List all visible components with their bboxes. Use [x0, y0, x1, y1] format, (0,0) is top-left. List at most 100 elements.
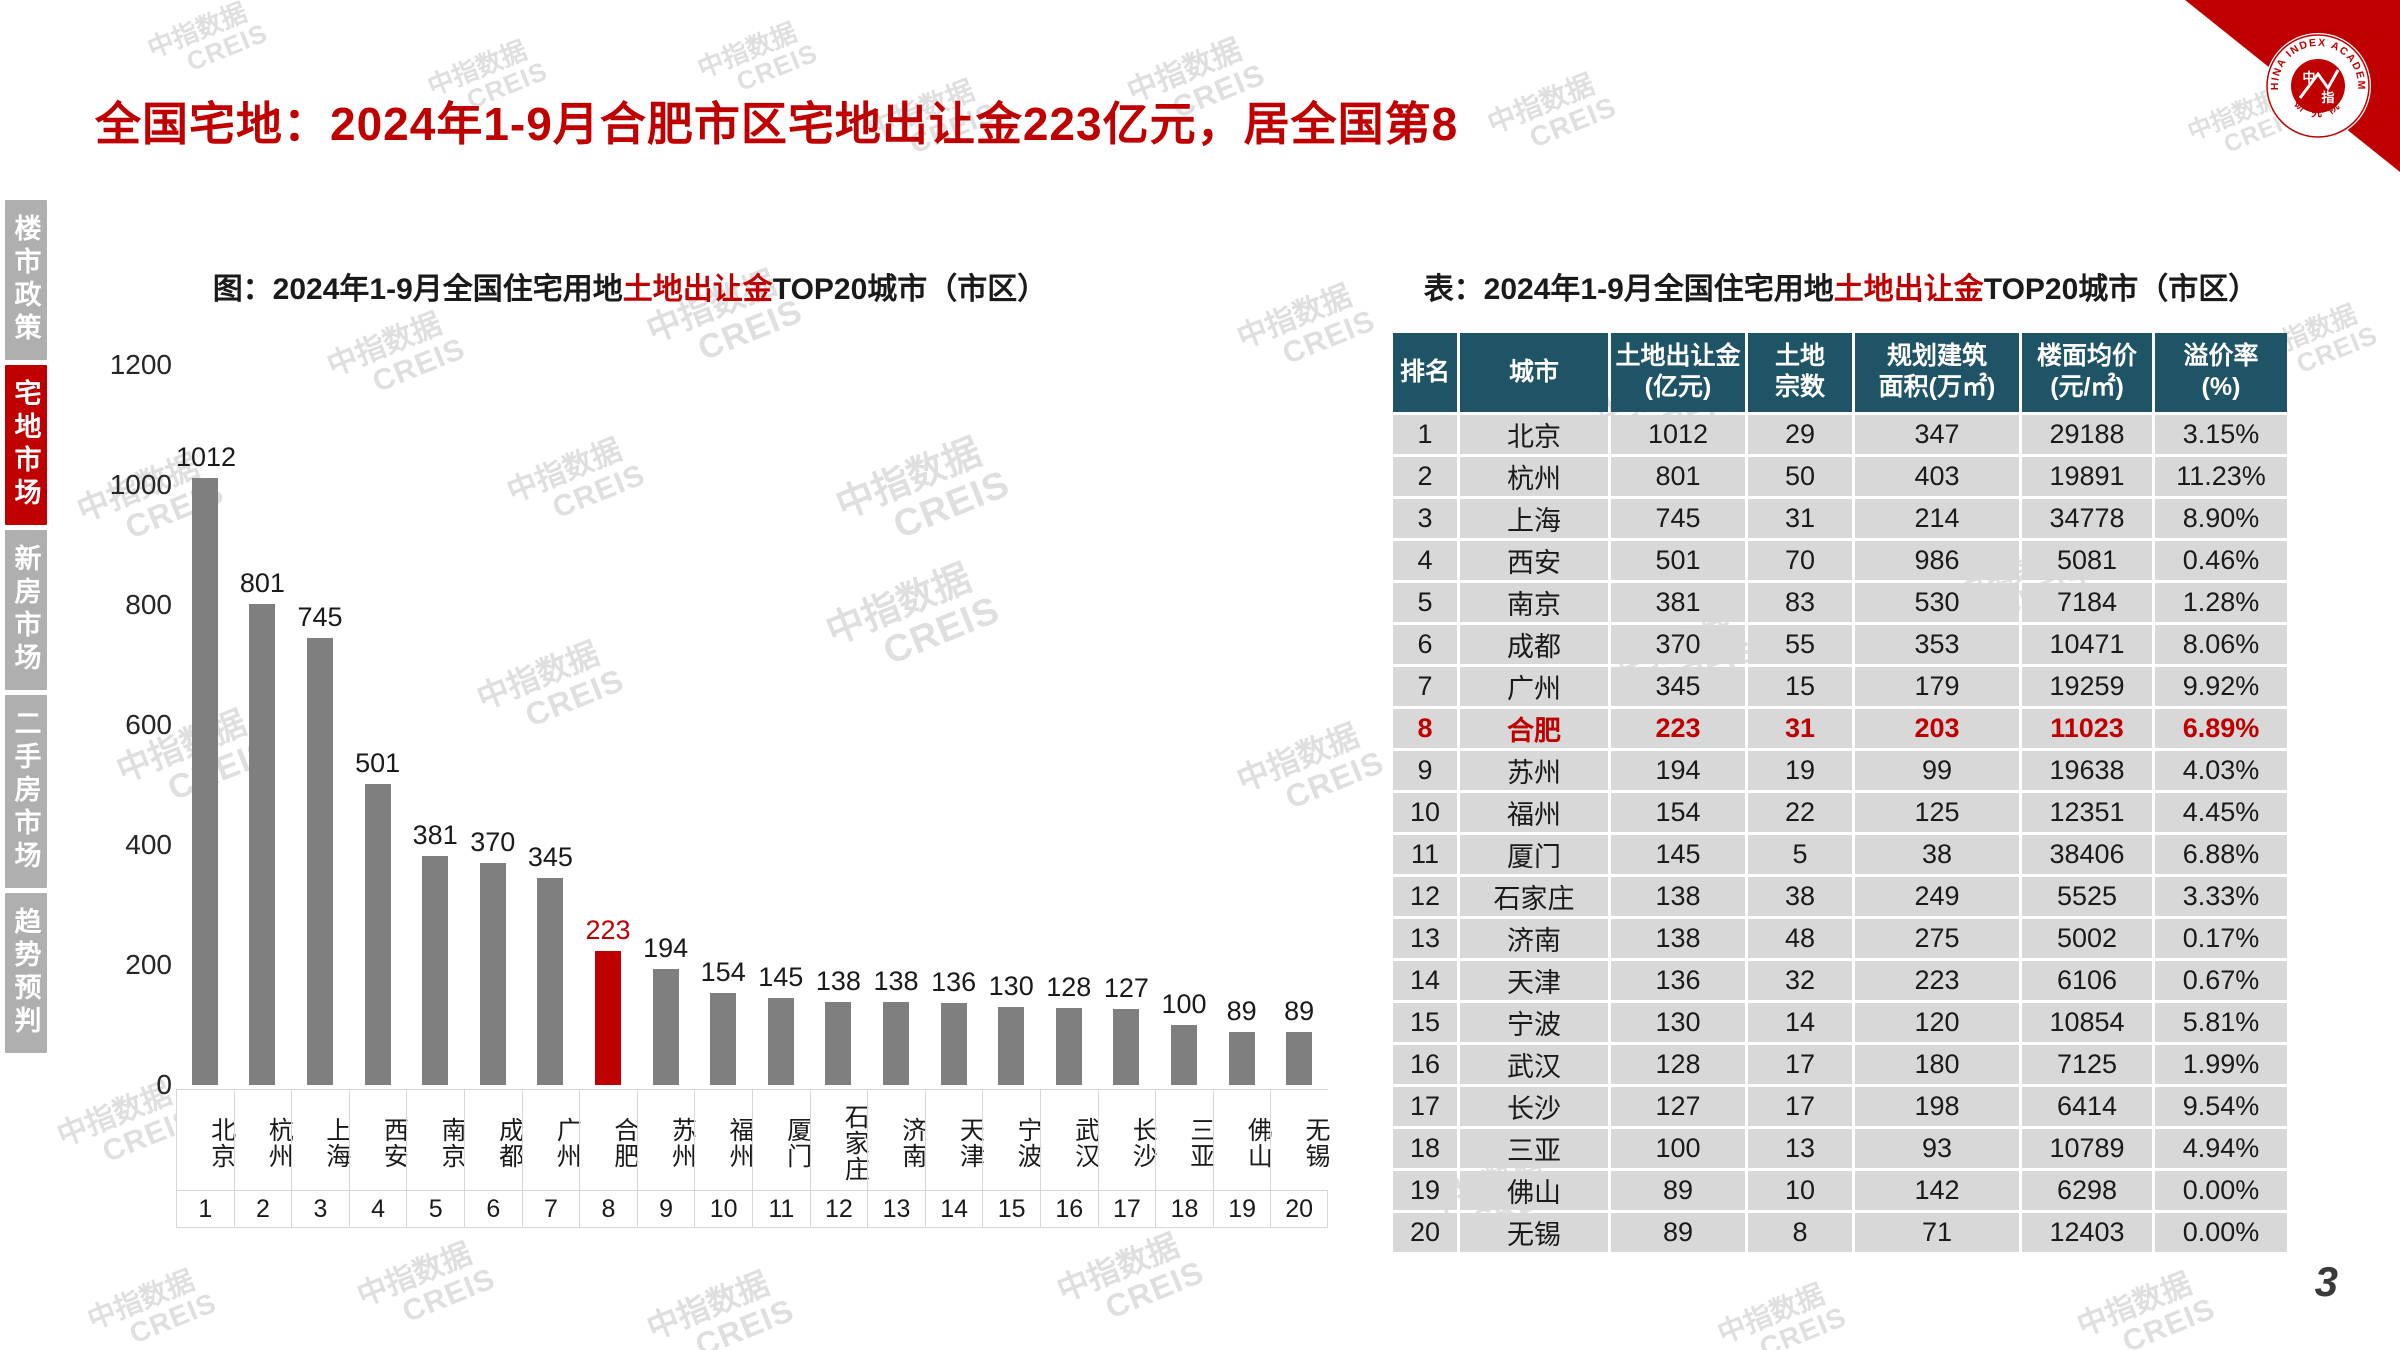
table-cell: 6.88%: [2155, 834, 2287, 874]
x-axis-city-label: 济南: [867, 1089, 927, 1191]
table-row: 14 天津 136 32 223 6106 0.67%: [1393, 960, 2287, 1000]
sidebar-tab[interactable]: 新房市场: [5, 530, 47, 690]
x-axis-city-label: 天津: [924, 1089, 984, 1191]
sidebar-tab[interactable]: 楼市政策: [5, 200, 47, 360]
x-axis-city-label: 厦门: [751, 1089, 812, 1191]
table-cell: 198: [1855, 1086, 2019, 1126]
page-title: 全国宅地：2024年1-9月合肥市区宅地出让金223亿元，居全国第8: [95, 98, 1459, 150]
table-row: 13 济南 138 48 275 5002 0.17%: [1393, 918, 2287, 958]
table-row: 5 南京 381 83 530 7184 1.28%: [1393, 582, 2287, 622]
top20-table: 排名 城市 土地出让金 (亿元) 土地 宗数 规划建筑 面积(万㎡) 楼面均价 (元/㎡)…: [1390, 330, 2290, 1255]
table-cell: 19891: [2022, 456, 2152, 496]
table-cell: 31: [1748, 498, 1852, 538]
table-cell: 34778: [2022, 498, 2152, 538]
table-row: 7 广州 345 15 179 19259 9.92%: [1393, 666, 2287, 706]
bar-武汉: [1055, 1008, 1082, 1085]
chart-y-axis: 0 200 400 600 800 1000 1200: [60, 349, 172, 1100]
table-cell: 南京: [1460, 582, 1608, 622]
table-cell: 12: [1393, 876, 1457, 916]
bar-厦门: [767, 998, 794, 1085]
sidebar-tab[interactable]: 二手房市场: [5, 695, 47, 888]
table-cell: 29: [1748, 414, 1852, 454]
bar-chart-plot: 1012 801 745 501 381 370 345 223 194 154 145 138 138…: [176, 365, 1328, 1085]
bar-value-label: 100: [1161, 989, 1207, 1019]
table-cell: 13: [1393, 918, 1457, 958]
bar-value-label: 89: [1226, 995, 1257, 1026]
table-cell: 214: [1855, 498, 2019, 538]
x-axis-city-label: 石家庄: [809, 1089, 869, 1191]
bar-佛山: [1228, 1031, 1255, 1085]
table-cell: 天津: [1460, 960, 1608, 1000]
y-axis-tick: 600: [125, 709, 172, 740]
y-axis-tick: 200: [125, 949, 172, 980]
table-cell: 1.28%: [2155, 582, 2287, 622]
x-axis-rank-label: 9: [636, 1191, 695, 1228]
chart-title-suffix: TOP20城市（市区）: [772, 273, 1048, 306]
x-axis-city-label: 苏州: [636, 1089, 696, 1191]
table-cell: 5525: [2022, 876, 2152, 916]
table-cell: 武汉: [1460, 1044, 1608, 1084]
table-cell: 6: [1393, 624, 1457, 664]
x-axis-rank-label: 2: [233, 1191, 292, 1228]
table-row: 12 石家庄 138 38 249 5525 3.33%: [1393, 876, 2287, 916]
table-cell: 合肥: [1460, 708, 1608, 748]
x-axis-city-label: 成都: [463, 1089, 524, 1191]
table-cell: 10471: [2022, 624, 2152, 664]
table-row: 8 合肥 223 31 203 11023 6.89%: [1393, 708, 2287, 748]
svg-text:指: 指: [2321, 90, 2334, 105]
x-axis-rank-label: 14: [924, 1191, 983, 1228]
x-axis-city-label: 杭州: [233, 1089, 293, 1191]
table-cell: 5081: [2022, 540, 2152, 580]
bar-value-label: 370: [470, 827, 516, 857]
bar-杭州: [249, 604, 276, 1085]
table-cell: 20: [1393, 1212, 1457, 1252]
table-cell: 70: [1748, 540, 1852, 580]
table-cell: 佛山: [1460, 1170, 1608, 1210]
table-cell: 上海: [1460, 498, 1608, 538]
table-cell: 17: [1748, 1086, 1852, 1126]
x-axis-rank-label: 8: [579, 1191, 637, 1228]
table-cell: 0.00%: [2155, 1170, 2287, 1210]
table-cell: 15: [1748, 666, 1852, 706]
table-cell: 5.81%: [2155, 1002, 2287, 1042]
table-cell: 10789: [2022, 1128, 2152, 1168]
table-row: 1 北京 1012 29 347 29188 3.15%: [1393, 414, 2287, 454]
table-cell: 89: [1611, 1170, 1745, 1210]
table-cell: 142: [1855, 1170, 2019, 1210]
table-header-cell: 规划建筑 面积(万㎡): [1855, 333, 2019, 412]
table-row: 2 杭州 801 50 403 19891 11.23%: [1393, 456, 2287, 496]
x-axis-city-label: 福州: [694, 1089, 754, 1191]
table-cell: 136: [1611, 960, 1745, 1000]
bar-value-label: 745: [297, 602, 343, 632]
chart-title-highlight: 土地出让金: [622, 273, 773, 306]
table-cell: 194: [1611, 750, 1745, 790]
table-row: 4 西安 501 70 986 5081 0.46%: [1393, 540, 2287, 580]
table-title-prefix: 表：2024年1-9月全国住宅用地: [1423, 273, 1834, 306]
table-row: 6 成都 370 55 353 10471 8.06%: [1393, 624, 2287, 664]
bar-西安: [364, 784, 391, 1085]
bar-广州: [537, 878, 564, 1085]
bar-value-label: 1012: [176, 441, 237, 472]
table-cell: 223: [1611, 708, 1745, 748]
x-axis-rank-label: 7: [521, 1191, 580, 1228]
bar-天津: [940, 1003, 967, 1085]
table-cell: 986: [1855, 540, 2019, 580]
x-axis-city-label: 无锡: [1270, 1089, 1330, 1191]
table-cell: 29188: [2022, 414, 2152, 454]
table-cell: 广州: [1460, 666, 1608, 706]
table-cell: 石家庄: [1460, 876, 1608, 916]
bar-value-label: 127: [1103, 972, 1149, 1003]
table-cell: 180: [1855, 1044, 2019, 1084]
bar-无锡: [1286, 1031, 1313, 1085]
table-cell: 4.94%: [2155, 1128, 2287, 1168]
sidebar-tab[interactable]: 趋势预判: [5, 893, 47, 1053]
table-cell: 93: [1855, 1128, 2019, 1168]
x-axis-city-label: 三亚: [1155, 1089, 1215, 1191]
bar-value-label: 145: [758, 962, 804, 992]
x-axis-rank-label: 3: [291, 1191, 349, 1228]
sidebar-tab[interactable]: 宅地市场: [5, 365, 47, 525]
table-cell: 三亚: [1460, 1128, 1608, 1168]
